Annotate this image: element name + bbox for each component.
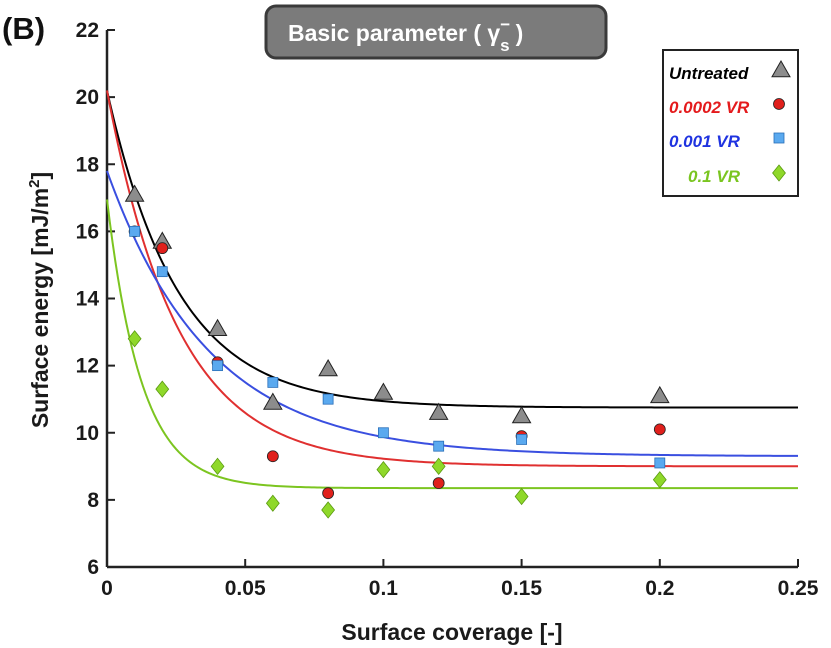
legend-marker-0-001-vr	[773, 132, 785, 144]
data-point-0-1-vr	[265, 494, 280, 512]
legend-label-0-1-vr: 0.1 VR	[688, 167, 741, 186]
data-point-untreated	[428, 402, 449, 420]
data-point-0-001-vr	[156, 266, 168, 278]
data-point-0-1-vr	[376, 461, 391, 479]
data-point-0-1-vr	[155, 380, 170, 398]
data-point-0-1-vr	[431, 457, 446, 475]
fit-curve-0-0002-vr	[106, 90, 798, 468]
data-point-0-001-vr	[212, 360, 223, 372]
y-tick-label: 6	[87, 556, 99, 579]
chart-title: Basic parameter ( γ− s)	[264, 4, 608, 60]
legend-markers	[771, 59, 791, 182]
x-tick-label: 0.15	[501, 577, 542, 600]
x-tick-label: 0	[101, 577, 113, 600]
x-axis-title: Surface coverage [-]	[341, 619, 562, 645]
data-point-0-001-vr	[129, 225, 141, 237]
y-axis-title-main: Surface energy [mJ/m	[27, 188, 53, 428]
title-main: Basic parameter ( γ	[288, 20, 500, 46]
y-axis-title-end: ]	[27, 172, 53, 180]
data-point-0-001-vr	[377, 427, 389, 439]
data-point-0-1-vr	[652, 471, 667, 489]
fit-curve-0-001-vr	[106, 170, 799, 457]
y-axis-ticks: 6 8 10 12 14 16 18 20 22	[76, 19, 115, 579]
data-point-untreated	[124, 184, 145, 202]
y-tick-label: 10	[76, 422, 99, 445]
y-tick-label: 16	[76, 220, 99, 243]
y-axis-title: Surface energy [mJ/m2]	[26, 172, 53, 428]
data-point-untreated	[373, 382, 394, 400]
title-subscript: s	[500, 36, 509, 55]
y-axis-title-superscript: 2	[26, 180, 43, 188]
title-superscript: −	[500, 15, 510, 34]
data-point-0-001-vr	[433, 440, 445, 452]
data-point-0-1-vr	[321, 501, 336, 519]
data-point-untreated	[511, 405, 532, 424]
x-tick-label: 0.05	[225, 577, 266, 600]
x-axis-ticks: 0 0.05 0.1 0.15 0.2 0.25	[101, 559, 819, 600]
data-point-0-0002-vr	[266, 450, 279, 463]
x-tick-label: 0.2	[645, 577, 674, 600]
y-tick-label: 18	[76, 153, 100, 176]
title-text: Basic parameter ( γ− s)	[288, 15, 523, 55]
legend-marker-0-1-vr	[772, 164, 786, 182]
data-point-untreated	[262, 392, 283, 410]
panel-label: (B)	[2, 11, 45, 46]
data-points	[124, 184, 670, 519]
data-point-0-001-vr	[267, 377, 279, 388]
data-point-untreated	[207, 318, 228, 336]
data-point-0-1-vr	[514, 487, 529, 506]
data-point-0-0002-vr	[432, 477, 445, 489]
legend-marker-untreated	[771, 59, 791, 78]
data-point-untreated	[649, 385, 670, 404]
y-tick-label: 14	[76, 288, 100, 311]
x-tick-label: 0.1	[369, 577, 399, 600]
x-tick-label: 0.25	[778, 577, 819, 600]
data-point-0-001-vr	[322, 393, 334, 405]
legend-label-0-001-vr: 0.001 VR	[669, 132, 741, 151]
data-point-0-0002-vr	[653, 423, 666, 436]
data-point-0-001-vr	[516, 434, 527, 445]
y-tick-label: 22	[76, 19, 99, 42]
data-point-0-0002-vr	[322, 487, 335, 500]
y-tick-label: 12	[76, 355, 99, 378]
title-box	[264, 4, 608, 60]
data-point-0-1-vr	[210, 457, 225, 475]
legend-label-0-0002-vr: 0.0002 VR	[669, 98, 750, 117]
legend-label-untreated: Untreated	[669, 64, 749, 83]
data-point-0-0002-vr	[156, 242, 169, 255]
y-tick-label: 8	[87, 489, 99, 512]
data-point-0-001-vr	[654, 457, 666, 469]
data-point-0-1-vr	[127, 330, 142, 348]
title-end: )	[516, 20, 524, 46]
legend: Untreated 0.0002 VR 0.001 VR 0.1 VR	[662, 49, 799, 197]
legend-marker-0-0002-vr	[773, 98, 785, 110]
y-tick-label: 20	[76, 86, 99, 109]
fit-curve-untreated	[106, 90, 798, 409]
data-point-untreated	[318, 358, 338, 377]
fit-curve-0-1-vr	[106, 199, 798, 490]
